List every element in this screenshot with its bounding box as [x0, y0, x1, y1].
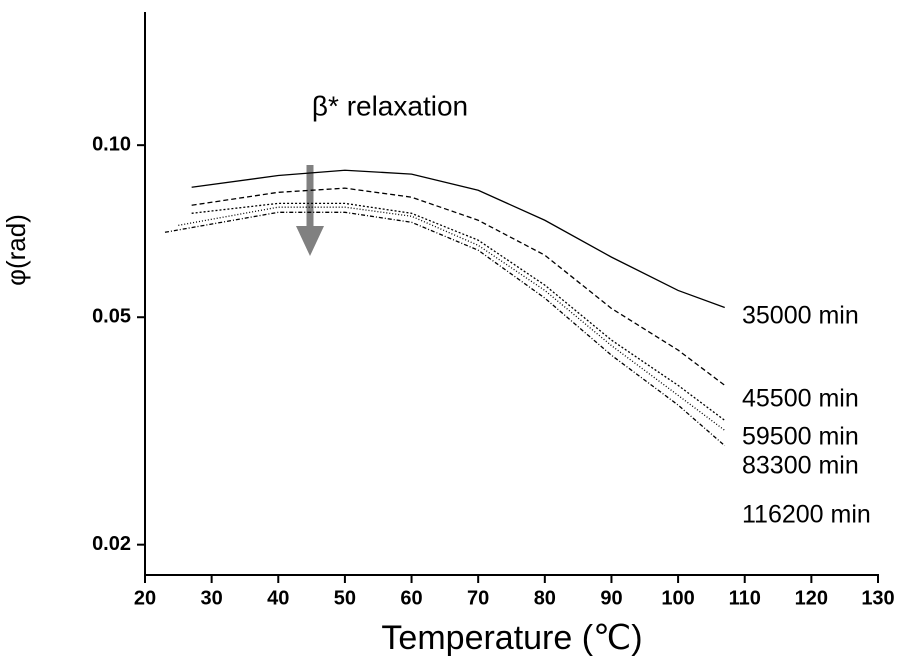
x-tick-label: 30 [201, 587, 223, 609]
x-axis-label: Temperature (℃) [381, 619, 642, 657]
series-label: 59500 min [742, 423, 859, 451]
x-tick-label: 40 [267, 587, 289, 609]
annotation: β* relaxation [312, 90, 468, 121]
series-label: 83300 min [742, 452, 859, 480]
series-line [191, 202, 726, 421]
arrow [296, 165, 324, 256]
series-line [164, 211, 726, 447]
x-tick-label: 90 [600, 587, 622, 609]
series-line [191, 187, 726, 386]
x-tick-label: 60 [400, 587, 422, 609]
y-tick-label: 0.10 [92, 133, 131, 155]
y-tick-label: 0.02 [92, 533, 131, 555]
x-tick-label: 70 [467, 587, 489, 609]
x-tick-label: 80 [534, 587, 556, 609]
y-tick-label: 0.05 [92, 306, 131, 328]
series-label: 35000 min [742, 302, 859, 330]
x-tick-label: 100 [661, 587, 694, 609]
x-tick-label: 110 [729, 587, 761, 609]
x-tick-label: 20 [134, 587, 156, 609]
x-tick-label: 130 [861, 587, 894, 609]
x-tick-label: 120 [795, 587, 828, 609]
series-line [191, 169, 725, 309]
series-line [178, 206, 726, 431]
series-label: 45500 min [742, 385, 859, 413]
x-tick-label: 50 [334, 587, 356, 609]
y-axis-label: φ(rad) [1, 214, 31, 286]
series-label: 116200 min [742, 501, 871, 529]
